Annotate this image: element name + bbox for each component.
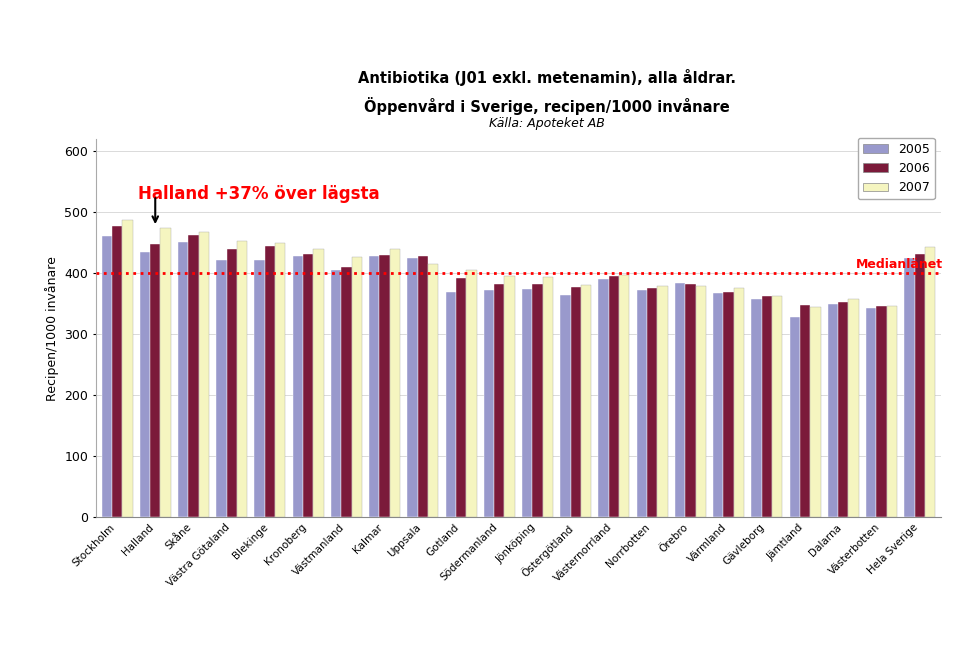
Bar — [265, 246, 276, 517]
Bar — [904, 258, 915, 517]
Bar — [675, 283, 685, 517]
Bar — [752, 299, 761, 517]
Bar — [254, 260, 265, 517]
Text: Öppenvård i Sverige, recipen/1000 invånare: Öppenvård i Sverige, recipen/1000 invåna… — [365, 97, 730, 115]
Bar — [418, 257, 428, 517]
Text: www.lthalland.se: www.lthalland.se — [708, 26, 936, 51]
Bar — [379, 255, 390, 517]
Text: Antibiotika (J01 exkl. metenamin), alla åldrar.: Antibiotika (J01 exkl. metenamin), alla … — [358, 69, 736, 86]
Bar — [467, 270, 476, 517]
Bar — [522, 288, 533, 517]
Bar — [866, 308, 876, 517]
Bar — [331, 271, 341, 517]
Legend: 2005, 2006, 2007: 2005, 2006, 2007 — [857, 138, 934, 200]
Bar — [293, 257, 303, 517]
Bar — [849, 299, 859, 517]
Bar — [581, 285, 591, 517]
Bar — [598, 279, 609, 517]
Bar — [658, 286, 667, 517]
Bar — [150, 244, 160, 517]
Bar — [570, 286, 581, 517]
Bar — [313, 249, 324, 517]
Bar — [924, 247, 935, 517]
Bar — [484, 290, 494, 517]
Bar — [351, 257, 362, 517]
Bar — [504, 276, 515, 517]
Bar — [810, 307, 821, 517]
Bar — [733, 288, 744, 517]
Bar — [915, 254, 924, 517]
Bar — [456, 278, 467, 517]
Bar — [790, 317, 800, 517]
Bar — [390, 249, 400, 517]
Bar — [494, 284, 504, 517]
Text: Medianlänet: Medianlänet — [856, 258, 944, 271]
Bar — [216, 260, 227, 517]
Bar — [445, 292, 456, 517]
Text: Halland +37% över lägsta: Halland +37% över lägsta — [138, 184, 380, 203]
Bar — [112, 226, 122, 517]
Bar — [341, 267, 351, 517]
Bar — [303, 254, 313, 517]
Bar — [237, 241, 247, 517]
Bar — [178, 241, 188, 517]
Bar — [370, 257, 379, 517]
Bar — [542, 277, 553, 517]
Bar — [636, 290, 647, 517]
Bar — [227, 249, 237, 517]
Bar — [407, 258, 418, 517]
Bar — [561, 294, 570, 517]
Text: Hälsa • Sjukvård • Tandvård: Hälsa • Sjukvård • Tandvård — [14, 30, 211, 46]
Bar — [276, 243, 285, 517]
Bar — [122, 220, 132, 517]
Bar — [140, 252, 150, 517]
Bar — [102, 235, 112, 517]
Bar — [199, 233, 209, 517]
Bar — [800, 305, 810, 517]
Bar — [188, 235, 199, 517]
Bar — [428, 264, 439, 517]
Bar — [887, 306, 897, 517]
Bar — [724, 292, 733, 517]
Bar — [685, 284, 696, 517]
Bar — [772, 296, 782, 517]
Bar — [647, 288, 658, 517]
Bar — [761, 296, 772, 517]
Bar — [619, 274, 630, 517]
Bar — [828, 304, 838, 517]
Bar — [713, 293, 724, 517]
Bar — [838, 302, 849, 517]
Bar — [876, 306, 887, 517]
Text: Källa: Apoteket AB: Källa: Apoteket AB — [490, 117, 605, 130]
Bar — [160, 227, 171, 517]
Bar — [609, 276, 619, 517]
Bar — [696, 286, 706, 517]
Y-axis label: Recipen/1000 invånare: Recipen/1000 invånare — [45, 256, 59, 400]
Bar — [533, 284, 542, 517]
